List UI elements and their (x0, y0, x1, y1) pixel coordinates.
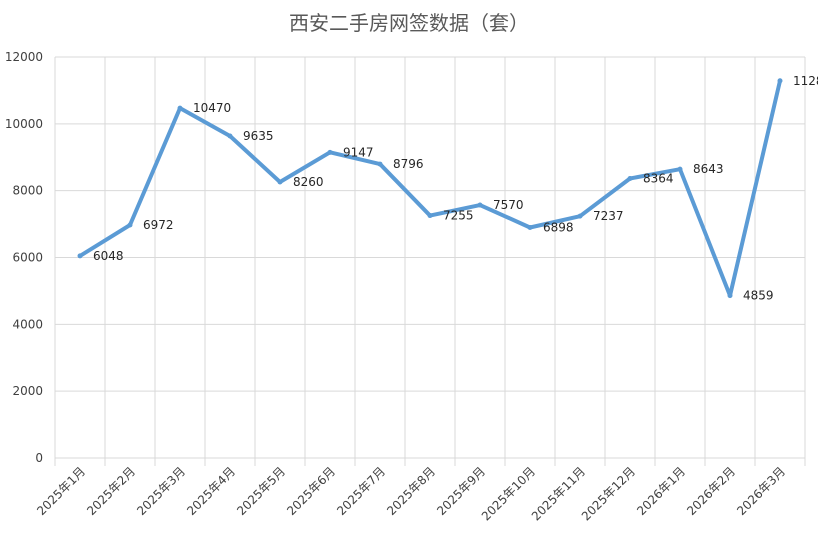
x-tick-label: 2025年7月 (334, 464, 388, 518)
data-point (527, 224, 533, 230)
x-tick-label: 2025年5月 (234, 464, 288, 518)
data-label: 9635 (243, 129, 274, 143)
x-tick-label: 2025年6月 (284, 464, 338, 518)
x-tick-label: 2026年1月 (634, 464, 688, 518)
y-tick-label: 10000 (5, 117, 43, 131)
data-point (577, 213, 583, 219)
x-tick-label: 2025年12月 (579, 464, 638, 523)
x-axis-ticks: 2025年1月2025年2月2025年3月2025年4月2025年5月2025年… (34, 464, 788, 523)
y-tick-label: 6000 (12, 251, 43, 265)
y-tick-label: 12000 (5, 50, 43, 64)
series-line (78, 78, 782, 298)
data-label: 8796 (393, 157, 424, 171)
data-label: 8260 (293, 175, 324, 189)
data-point (327, 149, 333, 155)
data-label: 7255 (443, 209, 474, 223)
data-label: 8364 (643, 172, 674, 186)
y-axis-ticks: 0 2000 4000 6000 8000 10000 12000 (5, 50, 43, 465)
chart-title: 西安二手房网签数据（套） (289, 11, 529, 35)
data-point (727, 293, 733, 299)
x-tick-label: 2025年3月 (134, 464, 188, 518)
y-tick-label: 4000 (12, 317, 43, 331)
data-point (627, 176, 633, 182)
data-point (127, 222, 133, 228)
y-tick-label: 2000 (12, 384, 43, 398)
data-point (427, 213, 433, 219)
x-tick-label: 2025年4月 (184, 464, 238, 518)
data-point (177, 105, 183, 111)
data-label: 7237 (593, 209, 624, 223)
data-label: 9147 (343, 145, 374, 159)
data-label: 10470 (193, 101, 231, 115)
data-point (377, 161, 383, 167)
data-label: 4859 (743, 289, 774, 303)
data-label: 7570 (493, 198, 524, 212)
series-layer (77, 78, 783, 299)
data-label: 8643 (693, 162, 724, 176)
data-point (477, 202, 483, 208)
data-label: 6972 (143, 218, 174, 232)
data-point (227, 133, 233, 139)
data-point (77, 253, 83, 259)
data-labels: 6048 6972 10470 9635 8260 9147 8796 7255 7570 689… (93, 74, 818, 303)
data-point (777, 78, 783, 84)
x-tick-label: 2026年2月 (684, 464, 738, 518)
data-point (277, 179, 283, 185)
x-tick-label: 2026年3月 (734, 464, 788, 518)
x-tick-label: 2025年9月 (434, 464, 488, 518)
y-tick-label: 8000 (12, 184, 43, 198)
data-label: 6898 (543, 220, 574, 234)
data-label: 6048 (93, 249, 124, 263)
x-tick-label: 2025年2月 (84, 464, 138, 518)
data-label: 11288 (793, 74, 818, 88)
x-tick-label: 2025年8月 (384, 464, 438, 518)
data-point (677, 166, 683, 172)
y-tick-label: 0 (35, 451, 43, 465)
x-tick-label: 2025年1月 (34, 464, 88, 518)
grid-layer (54, 56, 806, 466)
